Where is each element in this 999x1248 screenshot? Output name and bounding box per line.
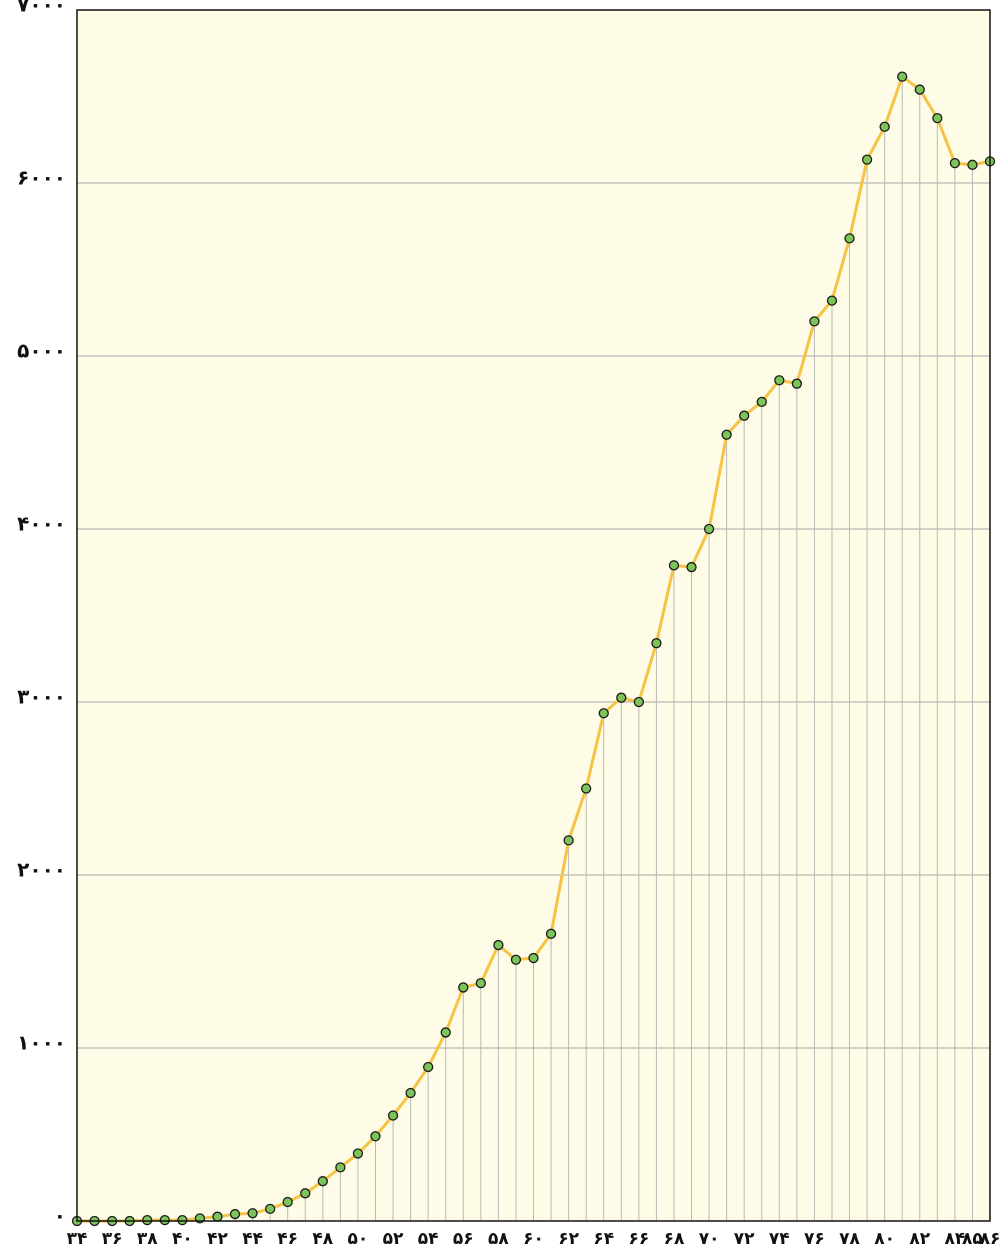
x-tick-label: ۵۰ bbox=[348, 1229, 369, 1248]
data-point bbox=[686, 561, 697, 573]
data-point bbox=[159, 1214, 170, 1226]
data-point bbox=[668, 560, 680, 571]
y-tick-label: ۴۰۰۰ bbox=[17, 512, 66, 536]
x-tick-label: ۳۶ bbox=[102, 1229, 123, 1248]
data-point bbox=[879, 121, 890, 132]
data-point bbox=[528, 952, 539, 964]
x-tick-label: ۵۸ bbox=[488, 1229, 509, 1248]
data-point bbox=[914, 84, 925, 95]
x-tick-label: ۸۵ bbox=[962, 1229, 983, 1248]
x-tick-label: ۵۴ bbox=[418, 1229, 439, 1248]
data-point bbox=[177, 1214, 188, 1226]
data-point bbox=[317, 1176, 328, 1187]
data-point bbox=[440, 1027, 451, 1038]
x-tick-label: ۴۰ bbox=[172, 1229, 193, 1248]
x-tick-label: ۶۲ bbox=[558, 1229, 579, 1248]
data-point bbox=[142, 1214, 153, 1226]
x-tick-label: ۴۸ bbox=[312, 1229, 333, 1248]
data-point bbox=[370, 1131, 381, 1142]
data-point bbox=[423, 1061, 434, 1073]
x-tick-label: ۷۸ bbox=[839, 1229, 860, 1248]
data-point bbox=[282, 1196, 293, 1208]
data-point bbox=[563, 835, 574, 846]
x-tick-label: ۴۴ bbox=[242, 1229, 263, 1248]
data-point bbox=[212, 1211, 223, 1222]
data-point bbox=[774, 375, 785, 386]
data-point bbox=[475, 977, 486, 989]
y-tick-label: ۷۰۰۰ bbox=[17, 0, 66, 17]
data-point bbox=[598, 708, 609, 719]
x-tick-label: ۶۶ bbox=[628, 1229, 649, 1248]
y-tick-label: ۳۰۰۰ bbox=[17, 685, 66, 709]
plot-border bbox=[76, 9, 991, 1222]
data-point bbox=[861, 154, 873, 165]
x-tick-label: ۷۲ bbox=[734, 1229, 755, 1248]
y-tick-label: ۶۰۰۰ bbox=[17, 166, 66, 190]
x-tick-label: ۳۸ bbox=[137, 1229, 158, 1248]
data-point bbox=[616, 692, 627, 703]
x-tick-label: ۶۰ bbox=[523, 1229, 544, 1248]
x-tick-label: ۵۶ bbox=[453, 1229, 474, 1248]
data-point bbox=[300, 1188, 311, 1199]
x-tick-label: ۷۰ bbox=[699, 1229, 720, 1248]
data-point bbox=[247, 1208, 258, 1219]
data-point bbox=[949, 157, 961, 169]
data-point bbox=[721, 429, 732, 440]
y-tick-label: ۰ bbox=[54, 1204, 66, 1228]
data-point bbox=[264, 1203, 276, 1215]
x-tick-label: ۸۴ bbox=[945, 1229, 966, 1248]
data-point bbox=[739, 410, 750, 421]
data-point bbox=[510, 954, 522, 965]
x-tick-label: ۵۲ bbox=[383, 1229, 404, 1248]
data-point bbox=[967, 159, 978, 170]
x-tick-label: ۷۶ bbox=[804, 1229, 825, 1248]
y-tick-label: ۱۰۰۰ bbox=[17, 1031, 66, 1055]
data-point bbox=[458, 982, 469, 993]
data-point bbox=[387, 1110, 399, 1121]
data-point bbox=[633, 696, 644, 708]
data-point bbox=[703, 523, 715, 535]
data-point bbox=[897, 71, 908, 82]
data-point bbox=[335, 1162, 346, 1173]
data-point bbox=[405, 1087, 416, 1099]
data-point bbox=[932, 112, 943, 124]
y-tick-label: ۵۰۰۰ bbox=[17, 339, 66, 363]
x-tick-label: ۴۲ bbox=[207, 1229, 228, 1248]
data-point bbox=[809, 316, 820, 327]
x-tick-label: ۸۶ bbox=[980, 1229, 999, 1248]
x-tick-label: ۸۲ bbox=[909, 1229, 930, 1248]
data-point bbox=[352, 1148, 364, 1159]
data-point bbox=[826, 295, 838, 306]
data-point bbox=[756, 396, 767, 407]
x-tick-label: ۶۸ bbox=[664, 1229, 685, 1248]
data-point bbox=[545, 928, 557, 939]
y-tick-label: ۲۰۰۰ bbox=[17, 858, 66, 882]
data-point bbox=[844, 233, 855, 244]
data-point bbox=[229, 1208, 241, 1220]
data-point bbox=[493, 939, 504, 951]
data-point bbox=[791, 378, 803, 389]
x-tick-label: ۶۴ bbox=[593, 1229, 614, 1248]
x-tick-label: ۸۰ bbox=[874, 1229, 895, 1248]
x-tick-label: ۳۴ bbox=[67, 1229, 88, 1248]
x-tick-label: ۴۶ bbox=[277, 1229, 298, 1248]
data-point bbox=[581, 783, 592, 794]
x-tick-label: ۷۴ bbox=[769, 1229, 790, 1248]
data-point bbox=[651, 638, 662, 649]
